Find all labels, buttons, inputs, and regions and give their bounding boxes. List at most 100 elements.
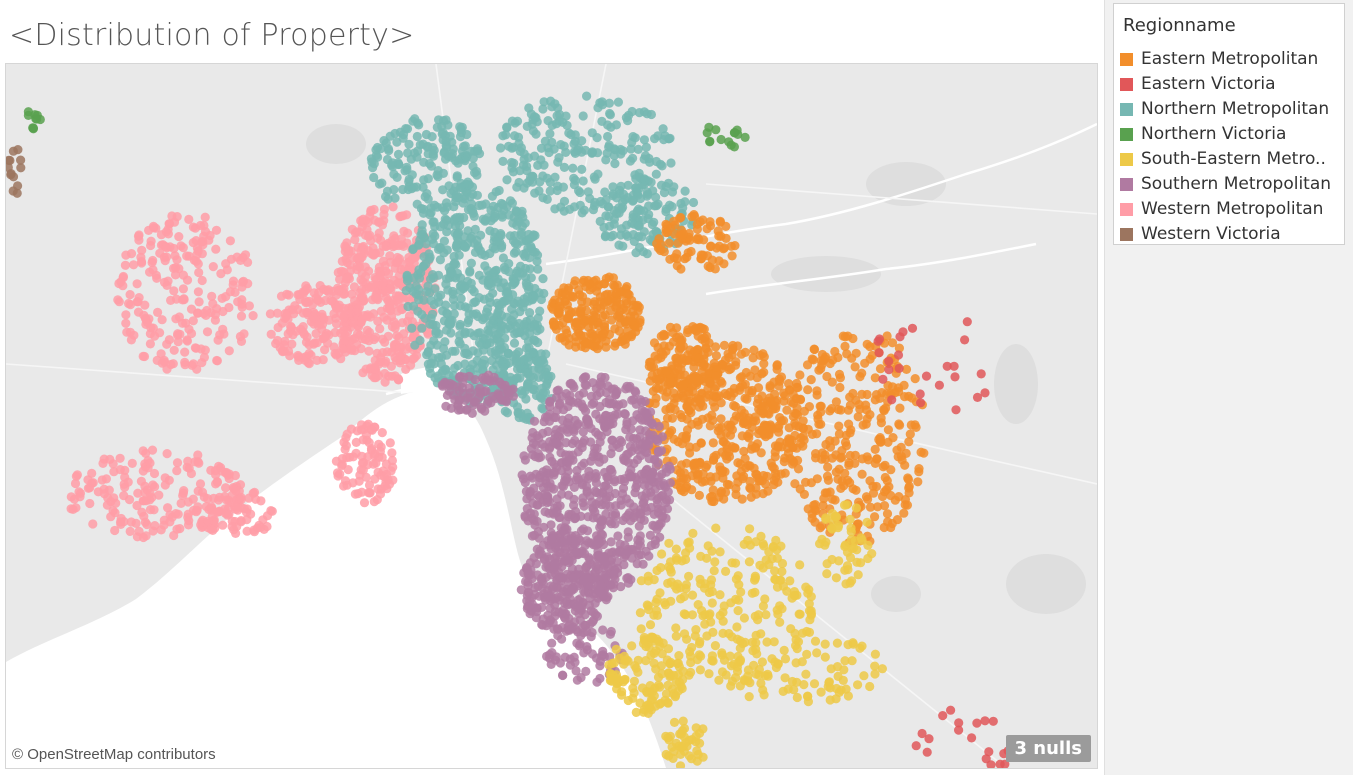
property-marker[interactable] (820, 639, 830, 649)
property-marker[interactable] (485, 248, 495, 259)
property-marker[interactable] (631, 434, 642, 444)
property-marker[interactable] (169, 217, 180, 227)
property-marker[interactable] (555, 658, 566, 668)
property-marker[interactable] (188, 494, 198, 504)
property-marker[interactable] (561, 147, 571, 157)
property-marker[interactable] (537, 573, 547, 583)
property-marker[interactable] (644, 361, 654, 371)
property-marker[interactable] (303, 358, 313, 368)
property-marker[interactable] (374, 179, 385, 189)
property-marker[interactable] (199, 352, 209, 362)
property-marker[interactable] (184, 516, 194, 526)
property-marker[interactable] (582, 487, 592, 497)
property-marker[interactable] (914, 467, 924, 477)
property-marker[interactable] (899, 508, 909, 518)
property-marker[interactable] (851, 485, 861, 495)
property-marker[interactable] (170, 270, 181, 280)
property-marker[interactable] (579, 205, 590, 215)
property-marker[interactable] (578, 374, 588, 384)
property-marker[interactable] (664, 238, 674, 248)
property-marker[interactable] (687, 610, 698, 620)
property-marker[interactable] (525, 234, 535, 244)
property-marker[interactable] (442, 245, 452, 255)
property-marker[interactable] (174, 232, 184, 242)
property-marker[interactable] (665, 133, 675, 143)
property-marker[interactable] (662, 221, 672, 231)
property-marker[interactable] (804, 599, 814, 609)
property-marker[interactable] (676, 264, 686, 274)
property-marker[interactable] (390, 193, 400, 203)
property-marker[interactable] (665, 564, 675, 574)
property-marker[interactable] (711, 472, 721, 482)
property-marker[interactable] (883, 437, 893, 447)
property-marker[interactable] (901, 448, 911, 458)
property-marker[interactable] (512, 402, 523, 412)
property-marker[interactable] (87, 468, 97, 478)
property-marker[interactable] (102, 500, 112, 510)
property-marker[interactable] (362, 325, 372, 335)
property-marker[interactable] (567, 438, 578, 449)
property-marker[interactable] (870, 669, 880, 679)
property-marker[interactable] (533, 490, 543, 500)
property-marker[interactable] (875, 364, 886, 374)
property-marker[interactable] (137, 245, 147, 255)
property-marker[interactable] (643, 576, 653, 586)
property-marker[interactable] (129, 330, 139, 340)
property-marker[interactable] (651, 156, 662, 167)
property-marker[interactable] (85, 498, 95, 509)
property-marker[interactable] (451, 190, 462, 200)
property-marker[interactable] (618, 189, 629, 199)
property-marker[interactable] (793, 455, 803, 465)
property-marker[interactable] (637, 683, 648, 693)
property-marker[interactable] (626, 465, 636, 475)
property-marker[interactable] (806, 375, 816, 385)
property-marker[interactable] (450, 214, 460, 224)
property-marker[interactable] (708, 455, 719, 465)
property-marker[interactable] (577, 442, 587, 453)
property-marker[interactable] (531, 613, 541, 623)
property-marker[interactable] (778, 686, 788, 697)
property-marker[interactable] (169, 286, 179, 296)
property-marker[interactable] (653, 493, 664, 503)
property-marker[interactable] (463, 180, 473, 190)
property-marker[interactable] (592, 677, 602, 687)
property-marker[interactable] (369, 159, 379, 169)
property-marker[interactable] (166, 359, 176, 370)
property-marker[interactable] (870, 373, 880, 383)
property-marker[interactable] (369, 373, 379, 383)
property-marker[interactable] (465, 328, 475, 338)
property-marker[interactable] (761, 479, 771, 489)
property-marker[interactable] (372, 233, 382, 243)
property-marker[interactable] (773, 609, 783, 619)
property-marker[interactable] (705, 609, 715, 619)
property-marker[interactable] (141, 531, 151, 541)
property-marker[interactable] (779, 645, 789, 656)
property-marker[interactable] (540, 136, 551, 146)
property-marker[interactable] (540, 471, 550, 481)
property-marker[interactable] (598, 311, 608, 321)
property-marker[interactable] (836, 405, 846, 415)
property-marker[interactable] (512, 272, 522, 283)
property-marker[interactable] (630, 661, 640, 671)
property-marker[interactable] (637, 232, 647, 242)
property-marker[interactable] (794, 609, 804, 619)
property-marker[interactable] (393, 295, 403, 305)
property-marker[interactable] (539, 288, 549, 299)
property-marker[interactable] (223, 470, 233, 480)
property-marker[interactable] (147, 445, 158, 455)
property-marker[interactable] (428, 217, 438, 227)
property-marker[interactable] (182, 462, 192, 472)
property-marker[interactable] (462, 129, 472, 140)
property-marker[interactable] (470, 224, 480, 234)
property-marker[interactable] (145, 339, 155, 349)
property-marker[interactable] (428, 149, 438, 159)
property-marker[interactable] (561, 325, 571, 335)
property-marker[interactable] (437, 380, 447, 390)
property-marker[interactable] (175, 329, 185, 339)
property-marker[interactable] (160, 473, 170, 483)
property-marker[interactable] (373, 316, 383, 326)
property-marker[interactable] (581, 666, 591, 677)
property-marker[interactable] (182, 336, 192, 346)
property-marker[interactable] (673, 363, 683, 373)
property-marker[interactable] (792, 443, 802, 453)
